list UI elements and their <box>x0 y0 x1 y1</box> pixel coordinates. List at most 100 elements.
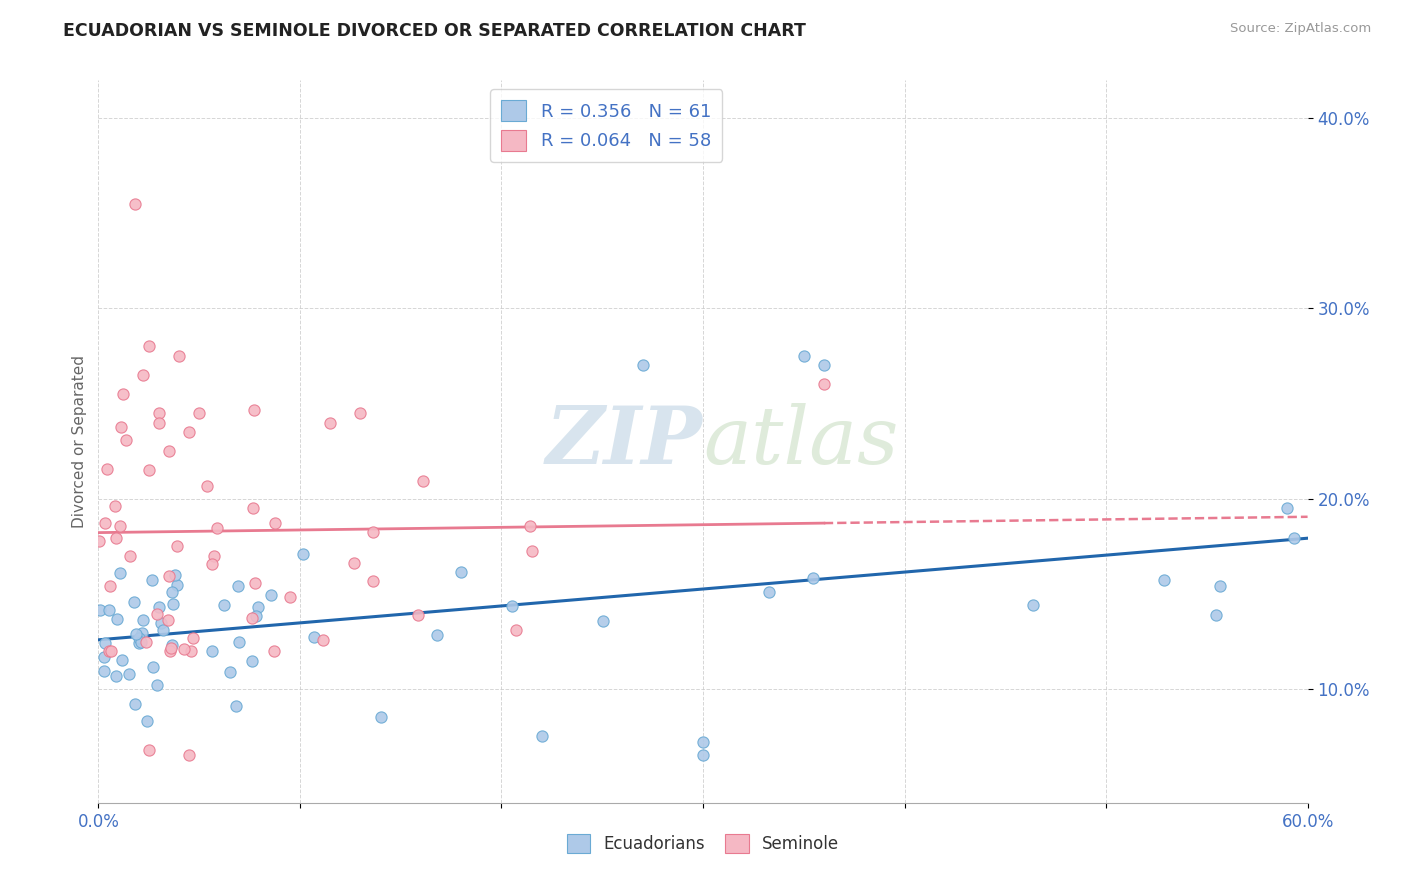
Point <box>343 557 366 571</box>
Point <box>122 595 145 609</box>
Point <box>132 368 155 382</box>
Point <box>157 444 180 458</box>
Point <box>148 416 170 430</box>
Point <box>247 600 270 615</box>
Point <box>302 630 325 644</box>
Point <box>801 571 824 585</box>
Point <box>179 748 201 763</box>
Point <box>201 643 224 657</box>
Point <box>138 463 160 477</box>
Point <box>110 518 132 533</box>
Point <box>813 377 835 392</box>
Point <box>96 462 118 476</box>
Point <box>150 616 173 631</box>
Point <box>98 579 121 593</box>
Point <box>426 628 449 642</box>
Text: ZIP: ZIP <box>546 403 703 480</box>
Point <box>228 635 250 649</box>
Point <box>167 349 190 363</box>
Point <box>181 632 204 646</box>
Point <box>93 516 115 531</box>
Point <box>245 608 267 623</box>
Point <box>202 549 225 564</box>
Point <box>148 599 170 614</box>
Point <box>370 710 392 724</box>
Point <box>200 557 222 571</box>
Point <box>813 359 835 373</box>
Point <box>173 641 195 656</box>
Point <box>361 524 384 539</box>
Point <box>131 614 153 628</box>
Point <box>100 643 122 657</box>
Point <box>519 518 541 533</box>
Point <box>218 665 240 679</box>
Point <box>97 643 120 657</box>
Point <box>93 636 115 650</box>
Point <box>141 573 163 587</box>
Point <box>180 643 202 657</box>
Point <box>93 664 115 678</box>
Point <box>291 548 314 562</box>
Point <box>166 578 188 592</box>
Point <box>242 403 264 417</box>
Point <box>152 623 174 637</box>
Point <box>207 521 229 535</box>
Point <box>115 433 138 447</box>
Point <box>111 387 134 401</box>
Point <box>195 479 218 493</box>
Point <box>124 697 146 711</box>
Point <box>312 632 335 647</box>
Point <box>278 591 301 605</box>
Point <box>450 565 472 579</box>
Point <box>125 626 148 640</box>
Point <box>530 729 553 743</box>
Point <box>179 425 201 439</box>
Point <box>501 599 523 613</box>
Point <box>520 544 543 558</box>
Point <box>128 636 150 650</box>
Point <box>406 607 429 622</box>
Point <box>212 599 235 613</box>
Point <box>1205 608 1227 623</box>
Point <box>105 611 128 625</box>
Point <box>692 735 714 749</box>
Point <box>758 585 780 599</box>
Point <box>135 635 157 649</box>
Point <box>128 631 150 645</box>
Point <box>793 349 815 363</box>
Point <box>592 614 614 628</box>
Point <box>118 667 141 681</box>
Point <box>260 588 283 602</box>
Text: atlas: atlas <box>703 403 898 480</box>
Point <box>225 698 247 713</box>
Point <box>129 635 152 649</box>
Point <box>146 607 169 621</box>
Y-axis label: Divorced or Separated: Divorced or Separated <box>72 355 87 528</box>
Point <box>1282 531 1305 545</box>
Point <box>412 474 434 488</box>
Point <box>98 603 121 617</box>
Point <box>104 500 127 514</box>
Point <box>159 643 181 657</box>
Point <box>242 501 264 516</box>
Point <box>89 534 111 549</box>
Point <box>1153 574 1175 588</box>
Point <box>1209 579 1232 593</box>
Point <box>108 566 131 581</box>
Point <box>89 603 111 617</box>
Point <box>138 339 160 353</box>
Point <box>319 416 342 430</box>
Point <box>226 579 249 593</box>
Point <box>124 197 146 211</box>
Point <box>1022 599 1045 613</box>
Point <box>111 653 134 667</box>
Point <box>156 613 179 627</box>
Point <box>166 539 188 553</box>
Text: Source: ZipAtlas.com: Source: ZipAtlas.com <box>1230 22 1371 36</box>
Point <box>105 531 128 545</box>
Point <box>160 638 183 652</box>
Point <box>110 420 132 434</box>
Point <box>243 576 266 591</box>
Point <box>145 678 167 692</box>
Point <box>131 625 153 640</box>
